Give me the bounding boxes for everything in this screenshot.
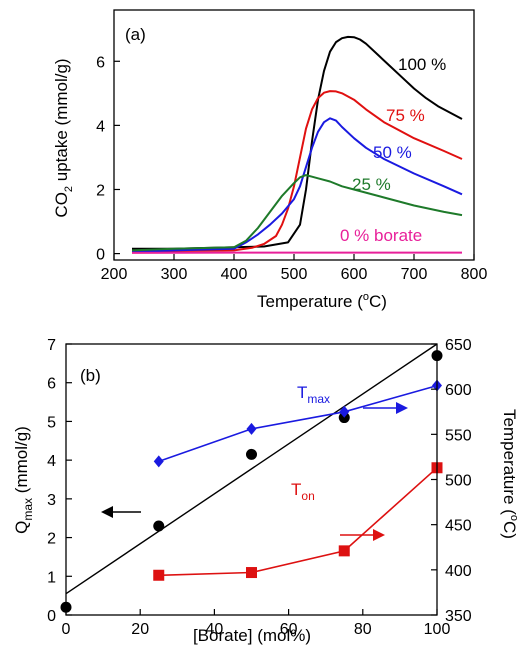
tmax-point [153,455,164,468]
panel-b-right-tick-label: 650 [445,337,472,354]
panel-a-series-line-1 [131,90,463,253]
panel-b-left-tick-label: 3 [47,492,56,509]
panel-a-x-tick-label: 800 [461,266,488,283]
panel-b-right-tick-label: 450 [445,518,472,535]
ton-label: Ton [291,480,315,503]
panel-b-ticks-layer: 0 20 40 60 80 100 0 1 2 3 4 5 6 7 350 400 450 500 550 600 65… [47,337,472,638]
panel-a-series-line-0 [132,35,463,250]
panel-a-x-tick-label: 400 [221,266,248,283]
tmax-point [339,405,350,418]
panel-a-y-tick-label: 6 [96,54,105,71]
panel-a-y-tick-label: 2 [96,182,105,199]
panel-a: 200 300 400 500 600 700 800 0 2 4 6 (a) 100 % 75 %… [52,9,487,311]
panel-a-series-line-3 [131,174,463,252]
panel-a-ticks-layer: 200 300 400 500 600 700 800 0 2 4 6 [96,54,487,283]
ton-right-axis-arrow [340,529,385,541]
ton-point [153,569,165,581]
tmax-point [246,422,257,435]
panel-b-left-tick-label: 4 [47,453,56,470]
panel-a-plot-frame [113,9,475,261]
panel-a-x-tick-label: 500 [281,266,308,283]
panel-a-x-tick-label: 200 [101,266,128,283]
panel-b-left-axis-label: Qmax (mmol/g) [12,426,35,534]
panel-a-tag: (a) [125,25,146,44]
panel-b-left-tick-label: 2 [47,531,56,548]
panel-b-series-layer [60,343,443,613]
panel-a-x-tick-label: 600 [341,266,368,283]
panel-b-left-tick-label: 7 [47,337,56,354]
panel-a-legend-0: 0 % borate [340,226,422,245]
panel-a-series-layer [131,35,463,254]
panel-a-series-line-2 [131,117,463,253]
panel-a-x-tick-label: 700 [401,266,428,283]
ton-point [246,567,257,579]
panel-a-legend-25: 25 % [352,175,391,194]
panel-b-x-tick-label: 0 [62,621,71,638]
panel-b-left-tick-label: 0 [47,608,56,625]
panel-b-x-tick-label: 40 [206,621,224,638]
left-axis-arrow [101,506,141,518]
tmax-right-axis-arrow [363,402,408,414]
panel-b-left-tick-label: 5 [47,414,56,431]
panel-a-y-axis-label: CO2 uptake (mmol/g) [52,58,75,217]
panel-b-x-tick-label: 80 [354,621,372,638]
tmax-label: Tmax [297,383,330,406]
panel-b-x-tick-label: 100 [424,621,451,638]
panel-b-x-tick-label: 20 [131,621,149,638]
panel-b-right-tick-label: 500 [445,473,472,490]
qmax-point [153,520,165,532]
panel-a-legend-50: 50 % [373,143,412,162]
qmax-fit-line [65,343,438,595]
panel-b-right-axis-label: Temperature (oC) [500,409,520,539]
panel-b-x-tick-label: 60 [280,621,298,638]
panel-a-legend-100: 100 % [398,55,446,74]
panel-a-x-tick-label: 300 [161,266,188,283]
panel-a-x-axis-label: Temperature (oC) [257,291,387,311]
panel-b-left-tick-label: 6 [47,376,56,393]
panel-b-right-tick-label: 400 [445,563,472,580]
panel-b: 0 20 40 60 80 100 0 1 2 3 4 5 6 7 350 400 450 500 550 600 65… [12,337,520,645]
series-line-ton [158,467,438,577]
series-line-tmax [158,384,438,463]
panel-b-tag: (b) [80,366,101,385]
panel-b-right-tick-label: 550 [445,427,472,444]
panel-a-y-tick-label: 4 [96,118,105,135]
panel-b-left-tick-label: 1 [47,569,56,586]
panel-a-y-tick-label: 0 [96,247,105,264]
qmax-point [246,448,257,460]
panel-b-right-tick-label: 350 [445,608,472,625]
panel-a-legend-75: 75 % [386,106,425,125]
ton-point [338,545,350,557]
panel-b-x-axis-label: [Borate] (mol%) [193,626,311,645]
panel-b-right-tick-label: 600 [445,382,472,399]
